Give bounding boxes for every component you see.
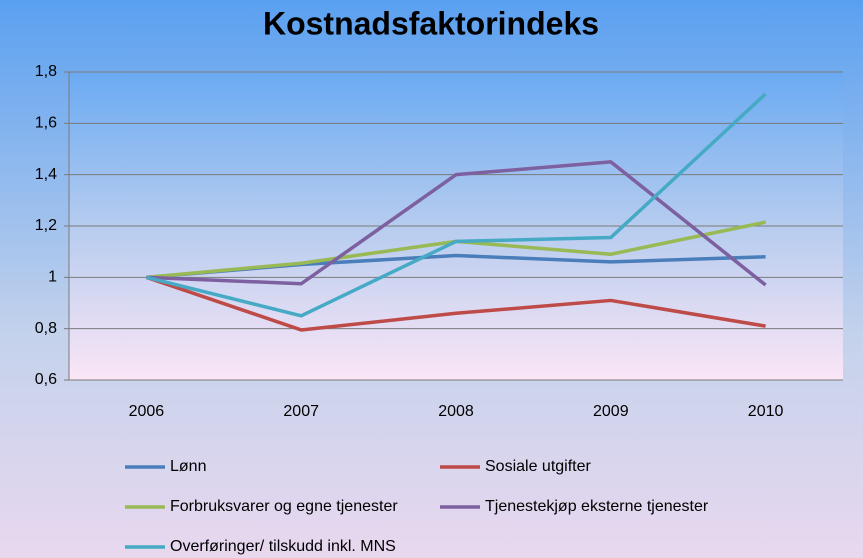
y-tick-label: 0,8 [35, 320, 57, 337]
chart-title: Kostnadsfaktorindeks [263, 5, 599, 41]
legend-label: Lønn [170, 458, 206, 475]
y-tick-label: 1,6 [35, 115, 57, 132]
series-line [145, 275, 766, 332]
y-tick-label: 1,4 [35, 166, 57, 183]
legend-label: Overføringer/ tilskudd inkl. MNS [170, 538, 396, 555]
y-tick-label: 1 [48, 269, 57, 286]
y-tick-label: 0,6 [35, 371, 57, 388]
x-tick-label: 2009 [593, 403, 629, 420]
legend-label: Sosiale utgifter [485, 458, 592, 475]
y-tick-label: 1,8 [35, 63, 57, 80]
x-tick-label: 2010 [748, 403, 784, 420]
legend-label: Tjenestekjøp eksterne tjenester [485, 498, 709, 515]
y-tick-label: 1,2 [35, 217, 57, 234]
series-line [146, 160, 767, 287]
legend-label: Forbruksvarer og egne tjenester [170, 498, 398, 515]
x-tick-label: 2007 [283, 403, 319, 420]
x-tick-label: 2006 [129, 403, 165, 420]
x-tick-label: 2008 [438, 403, 474, 420]
series-line [145, 92, 767, 318]
